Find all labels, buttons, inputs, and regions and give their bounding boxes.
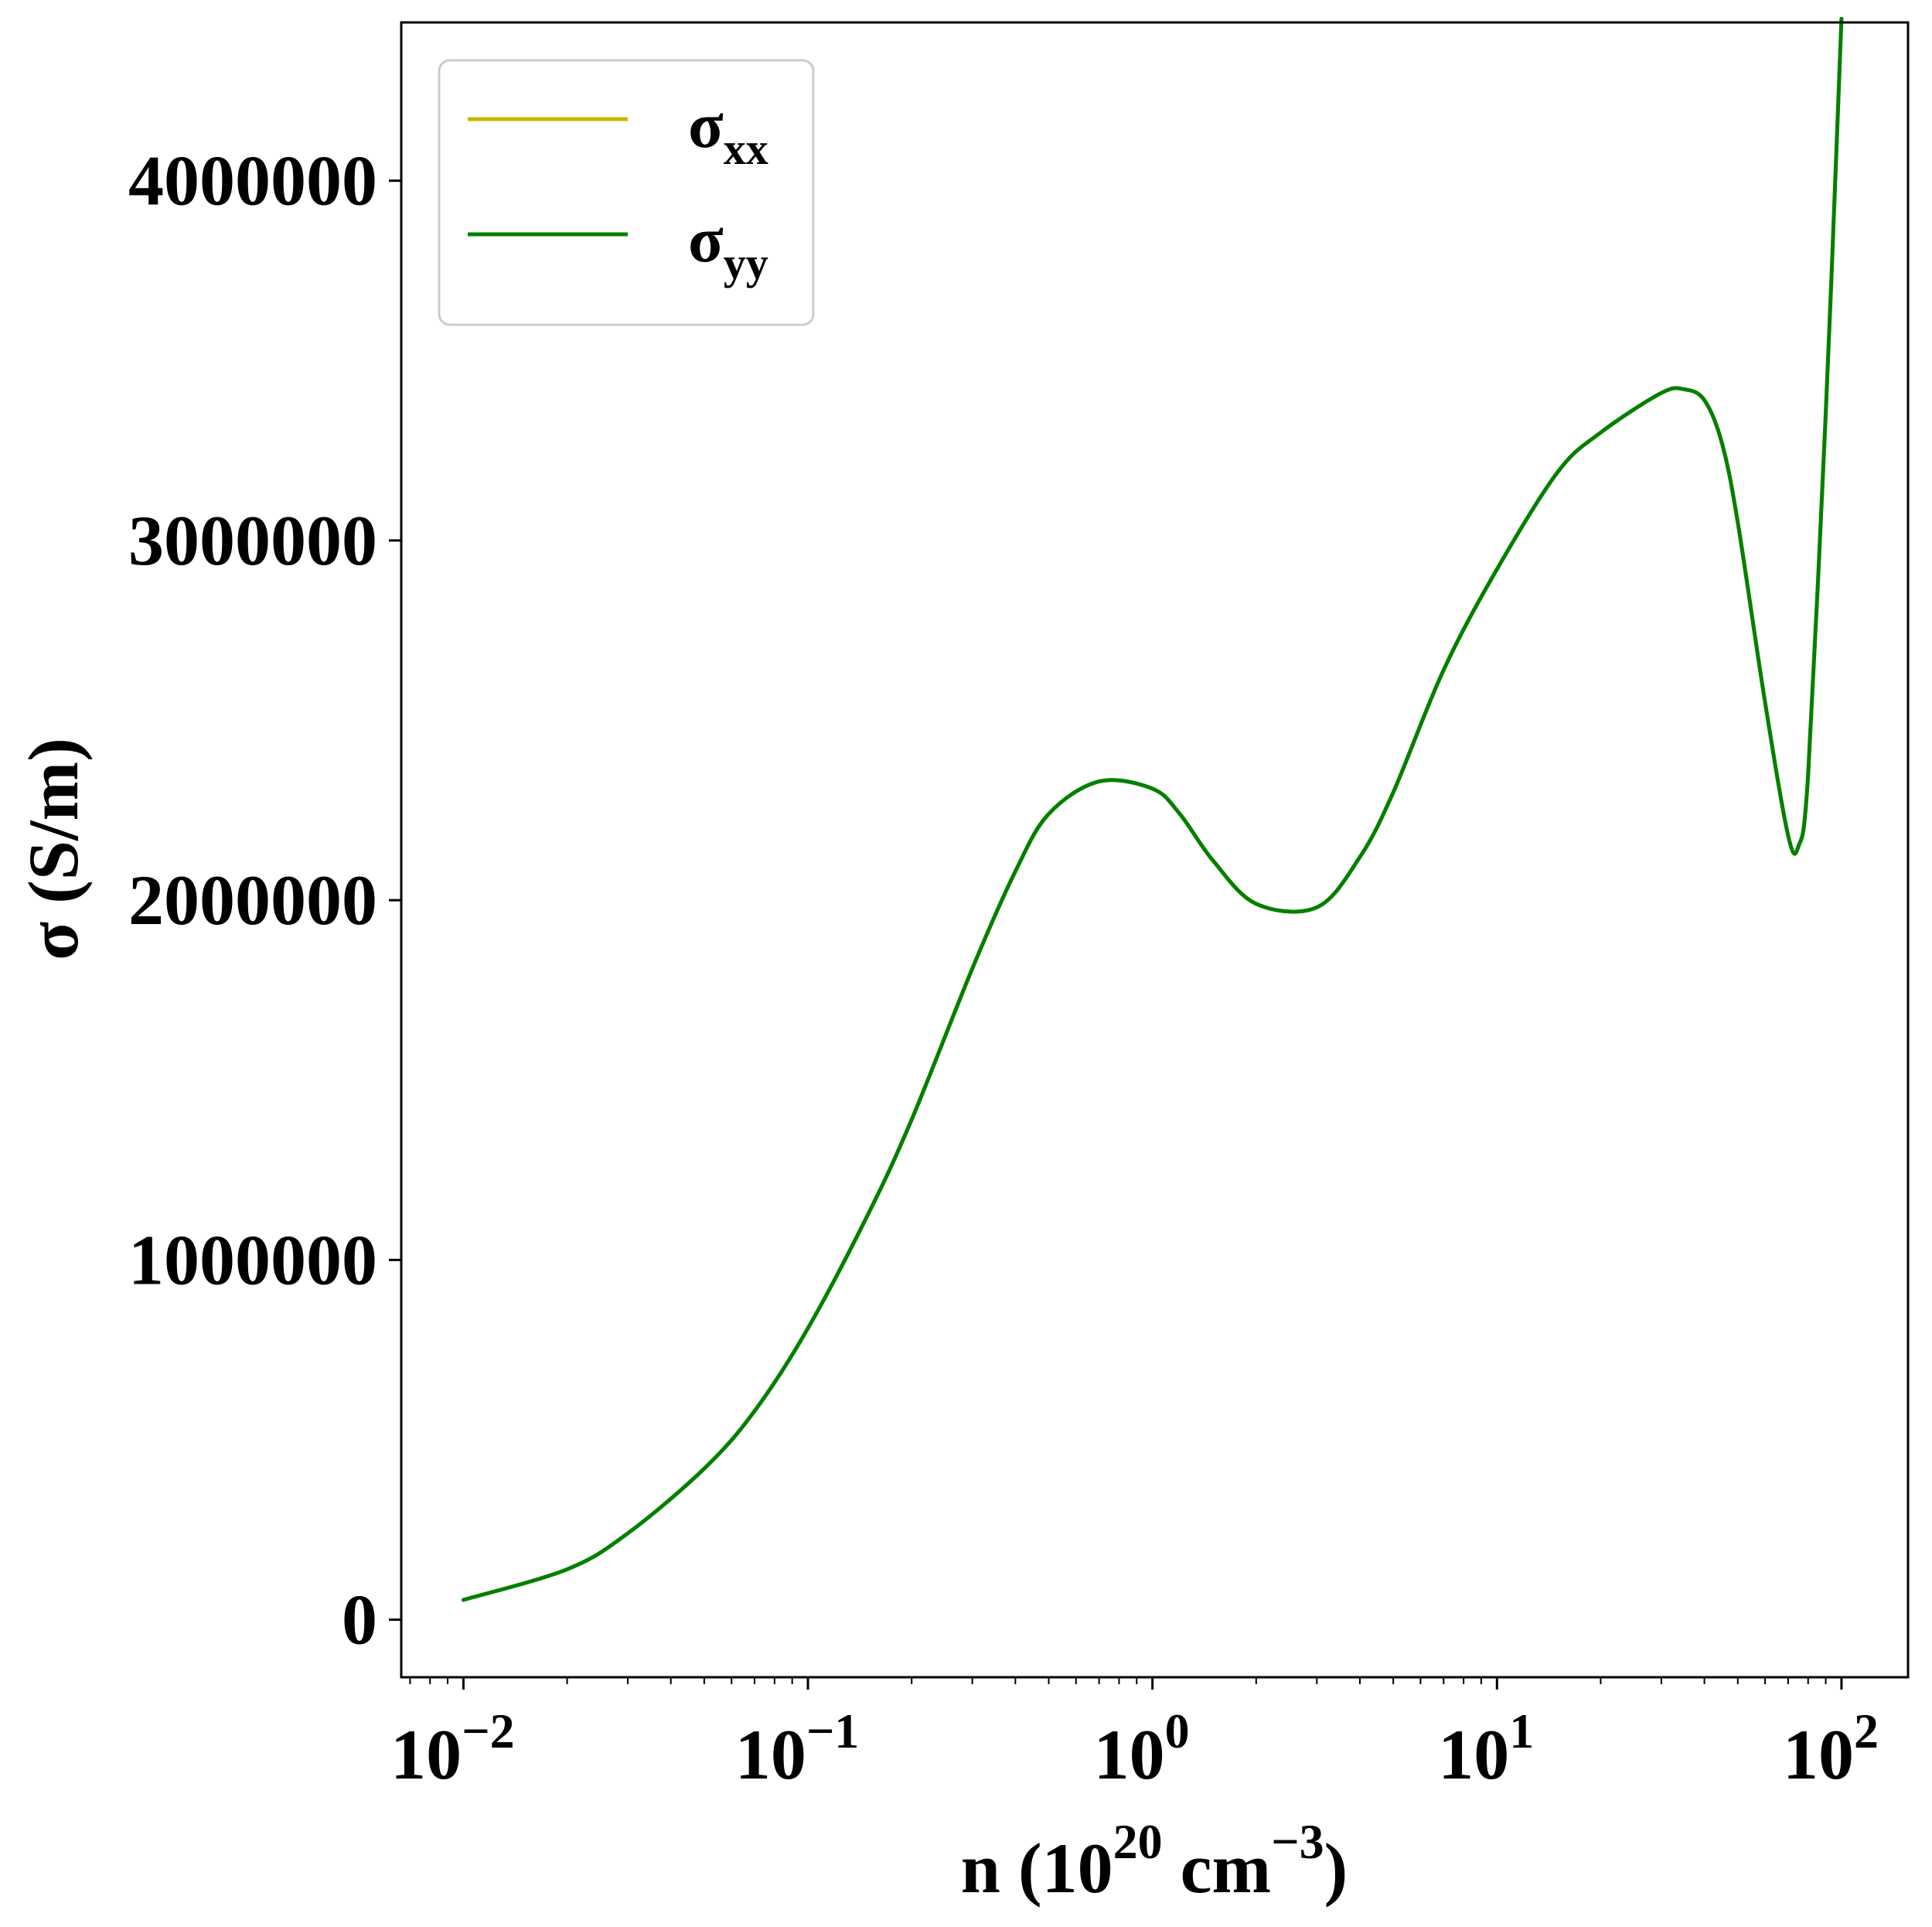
y-axis-title: σ (S/m) — [14, 738, 93, 960]
legend-label-sigma-xx: σxx — [688, 90, 768, 174]
x-axis-title-end: ) — [1324, 1829, 1348, 1908]
x-tick-label-exponent: 1 — [1509, 1704, 1534, 1758]
legend-label-sigma-yy-subscript: yy — [724, 238, 768, 288]
x-tick-label-exponent: 2 — [1854, 1704, 1879, 1758]
x-tick-label: 10−1 — [735, 1704, 859, 1794]
x-axis-title: n (1020 cm−3) — [961, 1814, 1348, 1908]
x-tick-label-exponent: −2 — [462, 1704, 514, 1758]
x-tick-label-base: 10 — [1438, 1715, 1509, 1794]
y-tick-label: 1000000 — [128, 1220, 377, 1299]
x-tick-label: 10−2 — [390, 1704, 514, 1794]
y-tick-label: 2000000 — [128, 861, 377, 940]
x-tick-label: 102 — [1783, 1704, 1879, 1794]
legend-label-sigma-xx-subscript: xx — [724, 124, 768, 174]
series-layer — [461, 16, 1844, 1602]
legend-label-sigma-xx-base: σ — [688, 90, 724, 162]
x-tick-label-base: 10 — [1094, 1715, 1165, 1794]
x-tick-label-exponent: −1 — [806, 1704, 859, 1758]
x-tick-label: 100 — [1094, 1704, 1190, 1794]
y-tick-label: 4000000 — [128, 142, 377, 220]
x-tick-label: 101 — [1438, 1704, 1534, 1794]
legend: σxx σyy — [438, 59, 815, 326]
series-line-sigma-yy — [461, 16, 1844, 1602]
y-tick-label: 3000000 — [128, 501, 377, 580]
x-axis-title-exponent-1: 20 — [1113, 1814, 1163, 1869]
legend-label-sigma-yy: σyy — [688, 204, 768, 288]
x-axis-title-exponent-2: −3 — [1271, 1814, 1324, 1869]
x-axis-title-middle: cm — [1163, 1829, 1271, 1908]
x-tick-label-base: 10 — [390, 1715, 462, 1794]
y-tick-label: 0 — [342, 1581, 377, 1659]
legend-label-sigma-yy-base: σ — [688, 204, 724, 276]
plot-frame — [400, 21, 1910, 1679]
legend-box — [438, 59, 815, 326]
x-axis: 10−2 10−1 100 101 102 — [390, 1677, 1879, 1794]
x-tick-label-exponent: 0 — [1165, 1704, 1190, 1758]
x-axis-title-base: n (10 — [961, 1829, 1113, 1908]
y-axis: 0 1000000 2000000 3000000 4000000 — [128, 142, 401, 1659]
x-tick-label-base: 10 — [1783, 1715, 1854, 1794]
x-tick-label-base: 10 — [735, 1715, 806, 1794]
